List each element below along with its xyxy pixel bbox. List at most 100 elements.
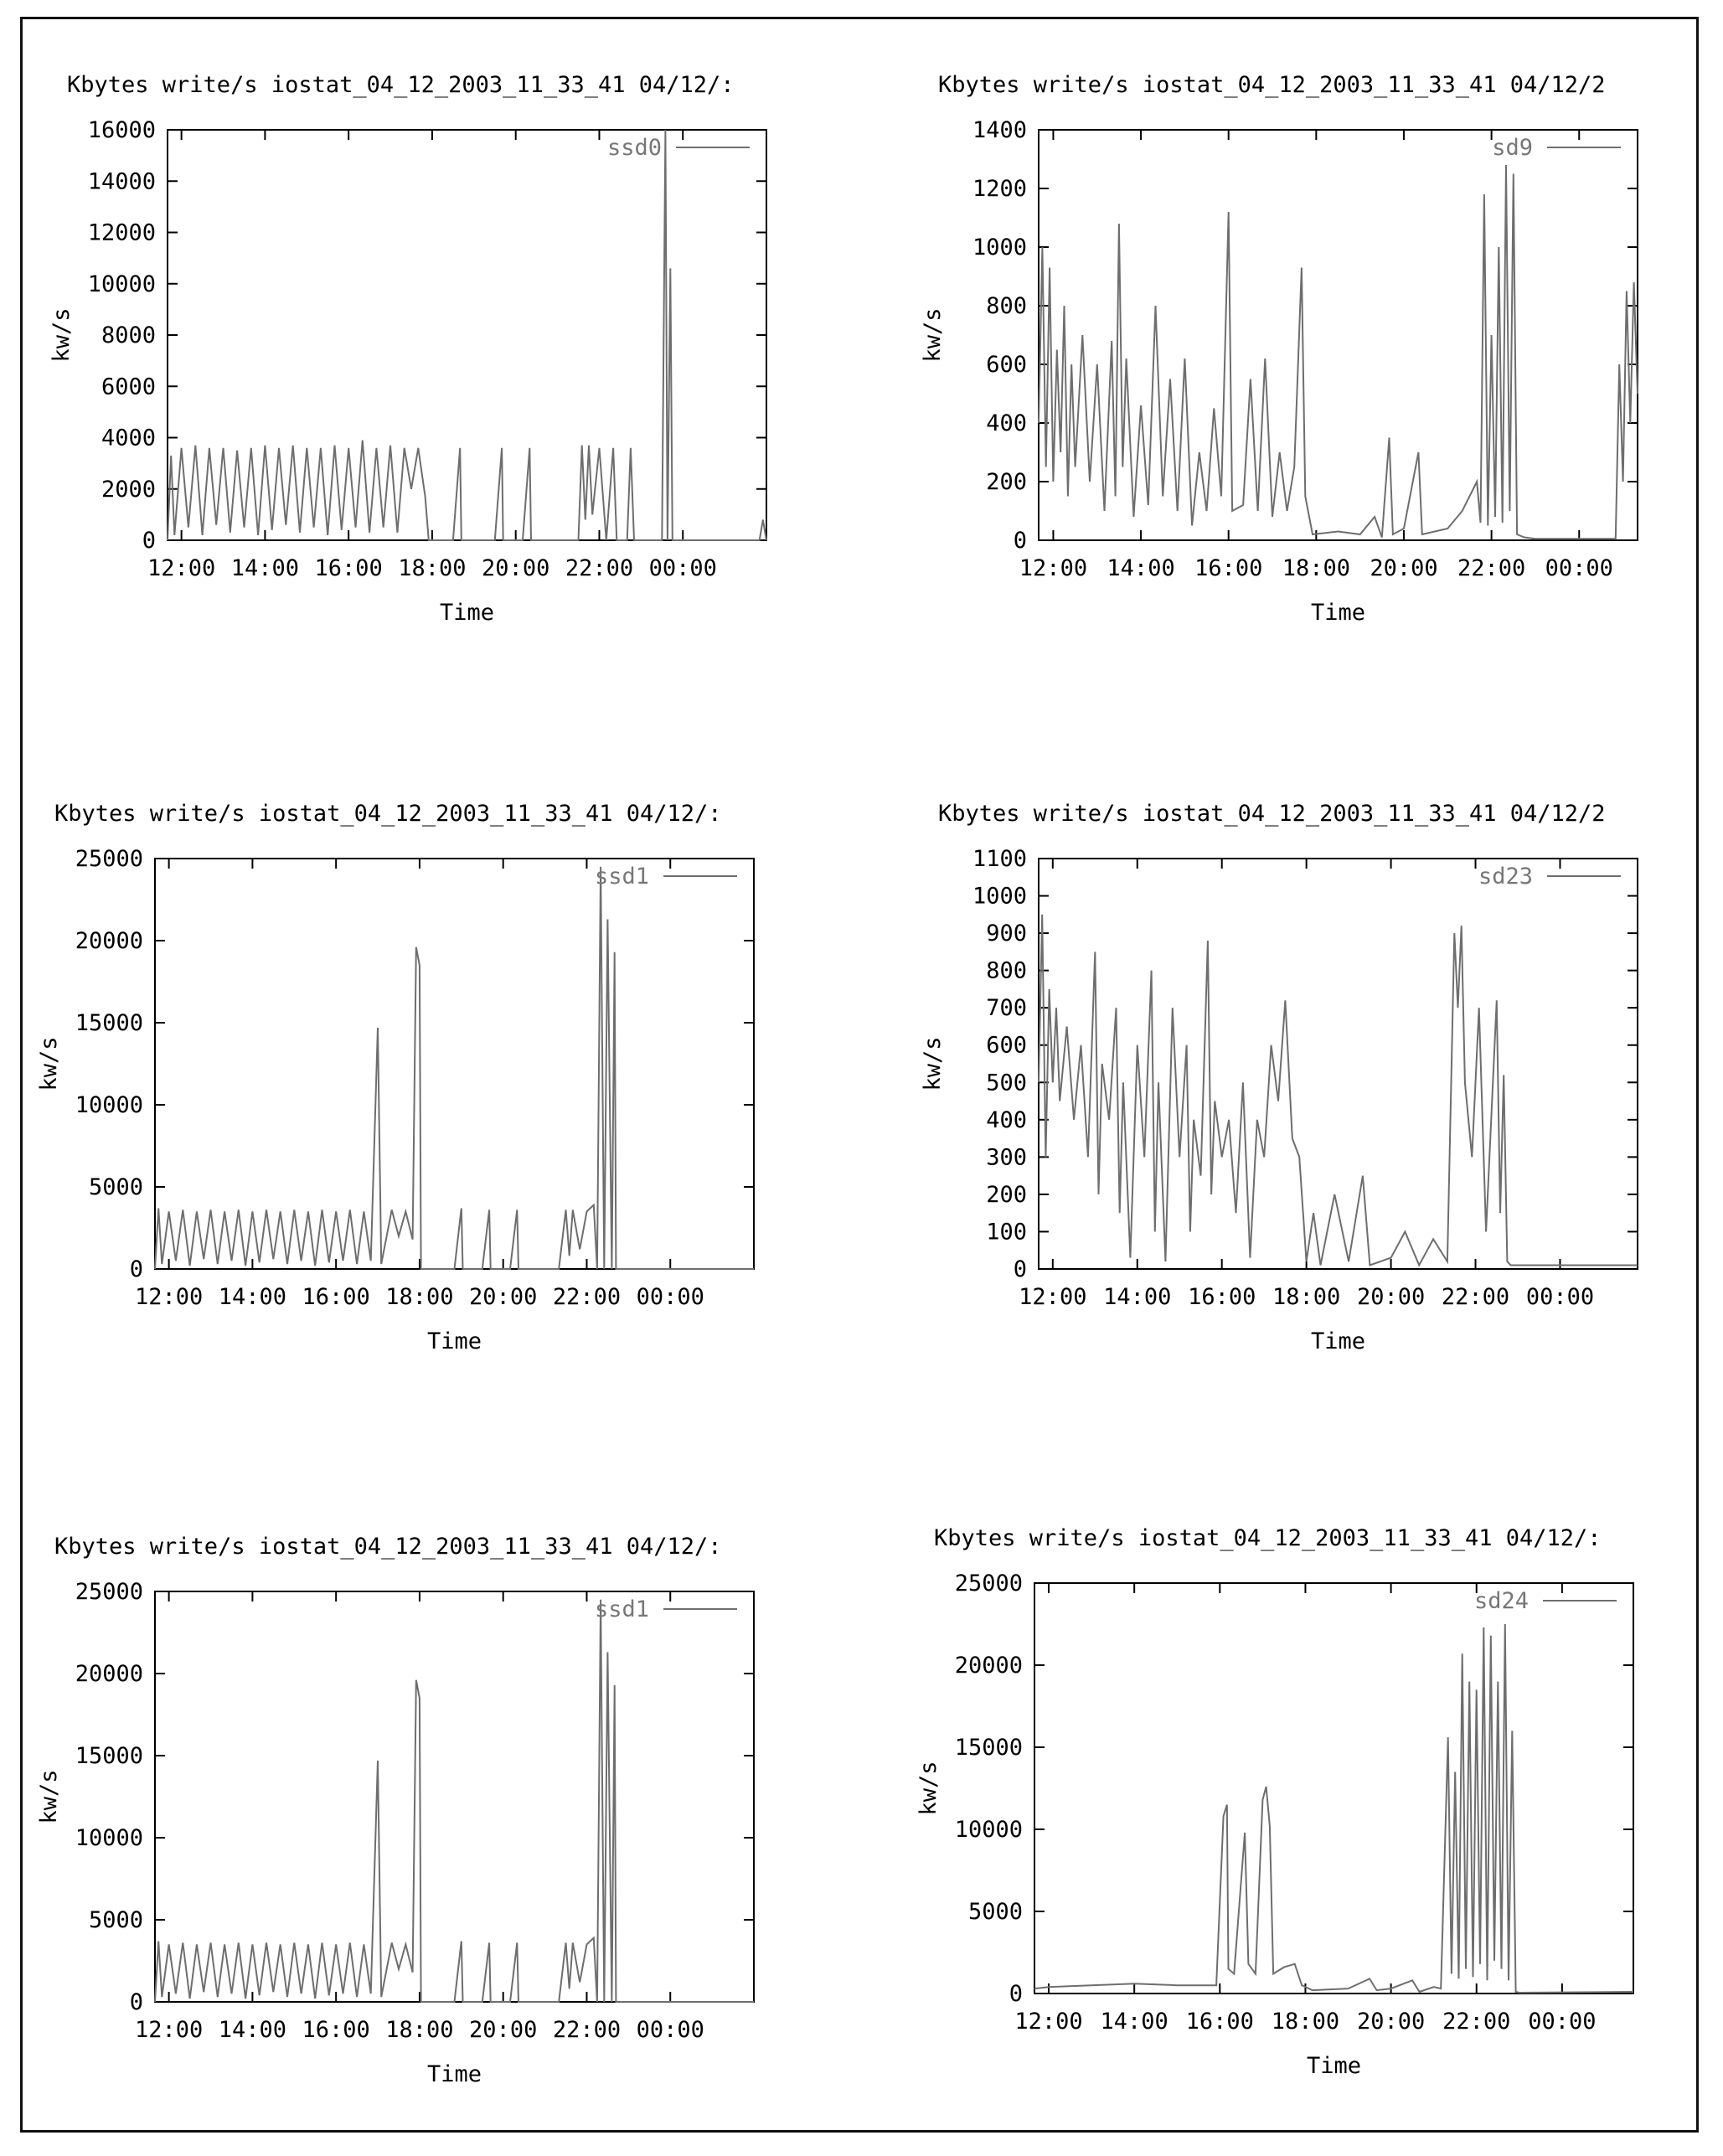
y-tick-label: 200	[986, 1182, 1027, 1208]
series-line-ssd0	[167, 129, 767, 541]
y-tick-label: 600	[986, 1033, 1027, 1059]
chart-title: Kbytes write/s iostat_04_12_2003_11_33_4…	[67, 72, 735, 98]
x-axis-label: Time	[1311, 1328, 1365, 1354]
y-tick-label: 0	[130, 1256, 143, 1282]
series-line-sd9	[1038, 164, 1638, 540]
x-axis-label: Time	[1311, 600, 1365, 626]
chart-title: Kbytes write/s iostat_04_12_2003_11_33_4…	[938, 801, 1606, 827]
x-tick-label: 18:00	[385, 1284, 453, 1310]
x-tick-label: 12:00	[135, 1284, 203, 1310]
page-frame	[20, 17, 1699, 2133]
plot-area	[167, 129, 767, 541]
y-tick-label: 20000	[955, 1653, 1023, 1679]
y-axis-label: kw/s	[36, 1769, 62, 1823]
y-tick-label: 8000	[101, 322, 156, 348]
y-tick-label: 6000	[101, 374, 156, 400]
chart-title: Kbytes write/s iostat_04_12_2003_11_33_4…	[934, 1525, 1602, 1551]
x-axis-label: Time	[440, 600, 494, 626]
y-tick-label: 25000	[75, 846, 143, 872]
y-tick-label: 15000	[955, 1735, 1023, 1761]
chart-ssd1-middle: Kbytes write/s iostat_04_12_2003_11_33_4…	[36, 801, 755, 1354]
series-line-ssd1	[154, 1599, 754, 2003]
x-tick-label: 18:00	[1282, 555, 1350, 581]
plot-area	[154, 858, 755, 1270]
x-tick-label: 00:00	[637, 1284, 704, 1310]
y-tick-label: 5000	[968, 1899, 1023, 1925]
y-tick-label: 500	[986, 1070, 1027, 1096]
y-tick-label: 20000	[75, 928, 143, 954]
x-tick-label: 14:00	[1101, 2009, 1168, 2035]
x-tick-label: 20:00	[482, 555, 549, 581]
x-axis-label: Time	[427, 2061, 482, 2087]
y-tick-label: 5000	[89, 1174, 143, 1200]
y-axis-label: kw/s	[920, 1036, 946, 1091]
x-tick-label: 20:00	[1357, 2009, 1425, 2035]
y-tick-label: 200	[986, 469, 1027, 495]
x-tick-label: 22:00	[565, 555, 633, 581]
x-tick-label: 22:00	[553, 1284, 621, 1310]
x-tick-label: 12:00	[1019, 555, 1087, 581]
y-tick-label: 300	[986, 1144, 1027, 1170]
y-tick-label: 10000	[955, 1817, 1023, 1843]
y-tick-label: 400	[986, 1107, 1027, 1133]
legend-label: sd23	[1478, 864, 1533, 890]
series-line-sd24	[1034, 1623, 1634, 1994]
y-tick-label: 0	[1014, 1256, 1027, 1282]
y-tick-label: 1200	[972, 176, 1027, 202]
y-axis-label: kw/s	[49, 307, 75, 362]
x-tick-label: 00:00	[1545, 555, 1613, 581]
x-tick-label: 22:00	[1442, 1284, 1509, 1310]
series-line-sd23	[1038, 914, 1638, 1267]
y-tick-label: 0	[142, 528, 156, 554]
x-tick-label: 20:00	[1357, 1284, 1425, 1310]
y-tick-label: 0	[1014, 528, 1027, 554]
x-tick-label: 20:00	[469, 2017, 537, 2043]
y-tick-label: 1100	[972, 846, 1027, 872]
chart-title: Kbytes write/s iostat_04_12_2003_11_33_4…	[54, 801, 722, 827]
y-tick-label: 10000	[75, 1825, 143, 1851]
chart-ssd0-top: Kbytes write/s iostat_04_12_2003_11_33_4…	[49, 72, 767, 626]
x-tick-label: 14:00	[219, 2017, 286, 2043]
y-tick-label: 1000	[972, 235, 1027, 260]
y-tick-label: 15000	[75, 1010, 143, 1036]
y-tick-label: 400	[986, 410, 1027, 436]
x-tick-label: 12:00	[135, 2017, 203, 2043]
legend-label: ssd1	[595, 864, 649, 890]
y-tick-label: 700	[986, 995, 1027, 1021]
y-tick-label: 15000	[75, 1743, 143, 1769]
y-axis-label: kw/s	[36, 1036, 62, 1091]
legend-label: ssd1	[595, 1596, 649, 1622]
y-tick-label: 100	[986, 1219, 1027, 1245]
x-axis-label: Time	[1307, 2053, 1361, 2079]
chart-ssd1-bottom: Kbytes write/s iostat_04_12_2003_11_33_4…	[36, 1534, 755, 2087]
x-tick-label: 00:00	[1526, 1284, 1594, 1310]
y-tick-label: 600	[986, 352, 1027, 378]
y-tick-label: 0	[1009, 1981, 1023, 2007]
x-tick-label: 14:00	[219, 1284, 286, 1310]
y-tick-label: 800	[986, 293, 1027, 319]
series-line-ssd1	[154, 866, 754, 1270]
x-tick-label: 20:00	[1370, 555, 1437, 581]
y-tick-label: 16000	[88, 117, 156, 143]
x-tick-label: 18:00	[398, 555, 466, 581]
x-tick-label: 12:00	[147, 555, 215, 581]
y-tick-label: 1000	[972, 884, 1027, 910]
legend-label: sd24	[1474, 1588, 1529, 1614]
y-tick-label: 2000	[101, 477, 156, 503]
y-tick-label: 10000	[75, 1092, 143, 1118]
y-tick-label: 10000	[88, 271, 156, 297]
y-tick-label: 25000	[955, 1571, 1023, 1596]
y-tick-label: 4000	[101, 426, 156, 451]
legend-label: ssd0	[607, 135, 662, 161]
x-tick-label: 16:00	[1194, 555, 1262, 581]
x-axis-label: Time	[427, 1328, 482, 1354]
chart-sd9: Kbytes write/s iostat_04_12_2003_11_33_4…	[920, 72, 1638, 626]
x-tick-label: 00:00	[637, 2017, 704, 2043]
x-tick-label: 22:00	[1442, 2009, 1510, 2035]
chart-sd23: Kbytes write/s iostat_04_12_2003_11_33_4…	[920, 801, 1638, 1354]
y-tick-label: 14000	[88, 168, 156, 194]
x-tick-label: 18:00	[385, 2017, 453, 2043]
chart-title: Kbytes write/s iostat_04_12_2003_11_33_4…	[938, 72, 1606, 98]
y-tick-label: 0	[130, 1989, 143, 2015]
x-tick-label: 18:00	[1272, 2009, 1339, 2035]
